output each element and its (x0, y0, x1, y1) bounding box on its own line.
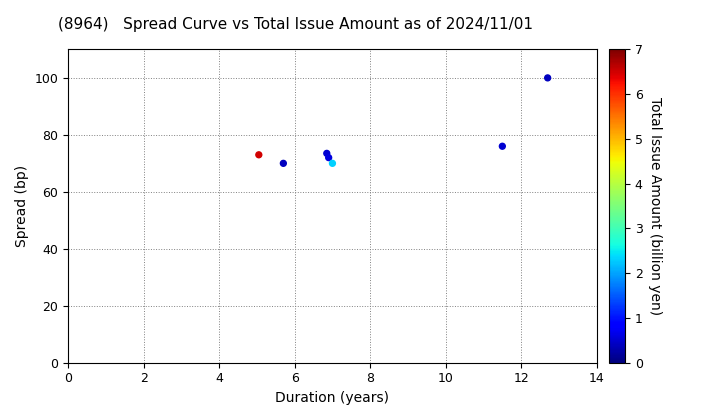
Point (323, 154, 334, 161)
Point (321, 150, 333, 157)
Y-axis label: Total Issue Amount (billion yen): Total Issue Amount (billion yen) (648, 97, 662, 315)
Point (497, 143, 508, 150)
Point (253, 152, 264, 158)
X-axis label: Duration (years): Duration (years) (276, 391, 390, 405)
Point (542, 74, 554, 81)
Point (278, 160, 289, 167)
Text: (8964)   Spread Curve vs Total Issue Amount as of 2024/11/01: (8964) Spread Curve vs Total Issue Amoun… (58, 17, 533, 32)
Y-axis label: Spread (bp): Spread (bp) (15, 165, 29, 247)
Point (327, 160, 338, 167)
